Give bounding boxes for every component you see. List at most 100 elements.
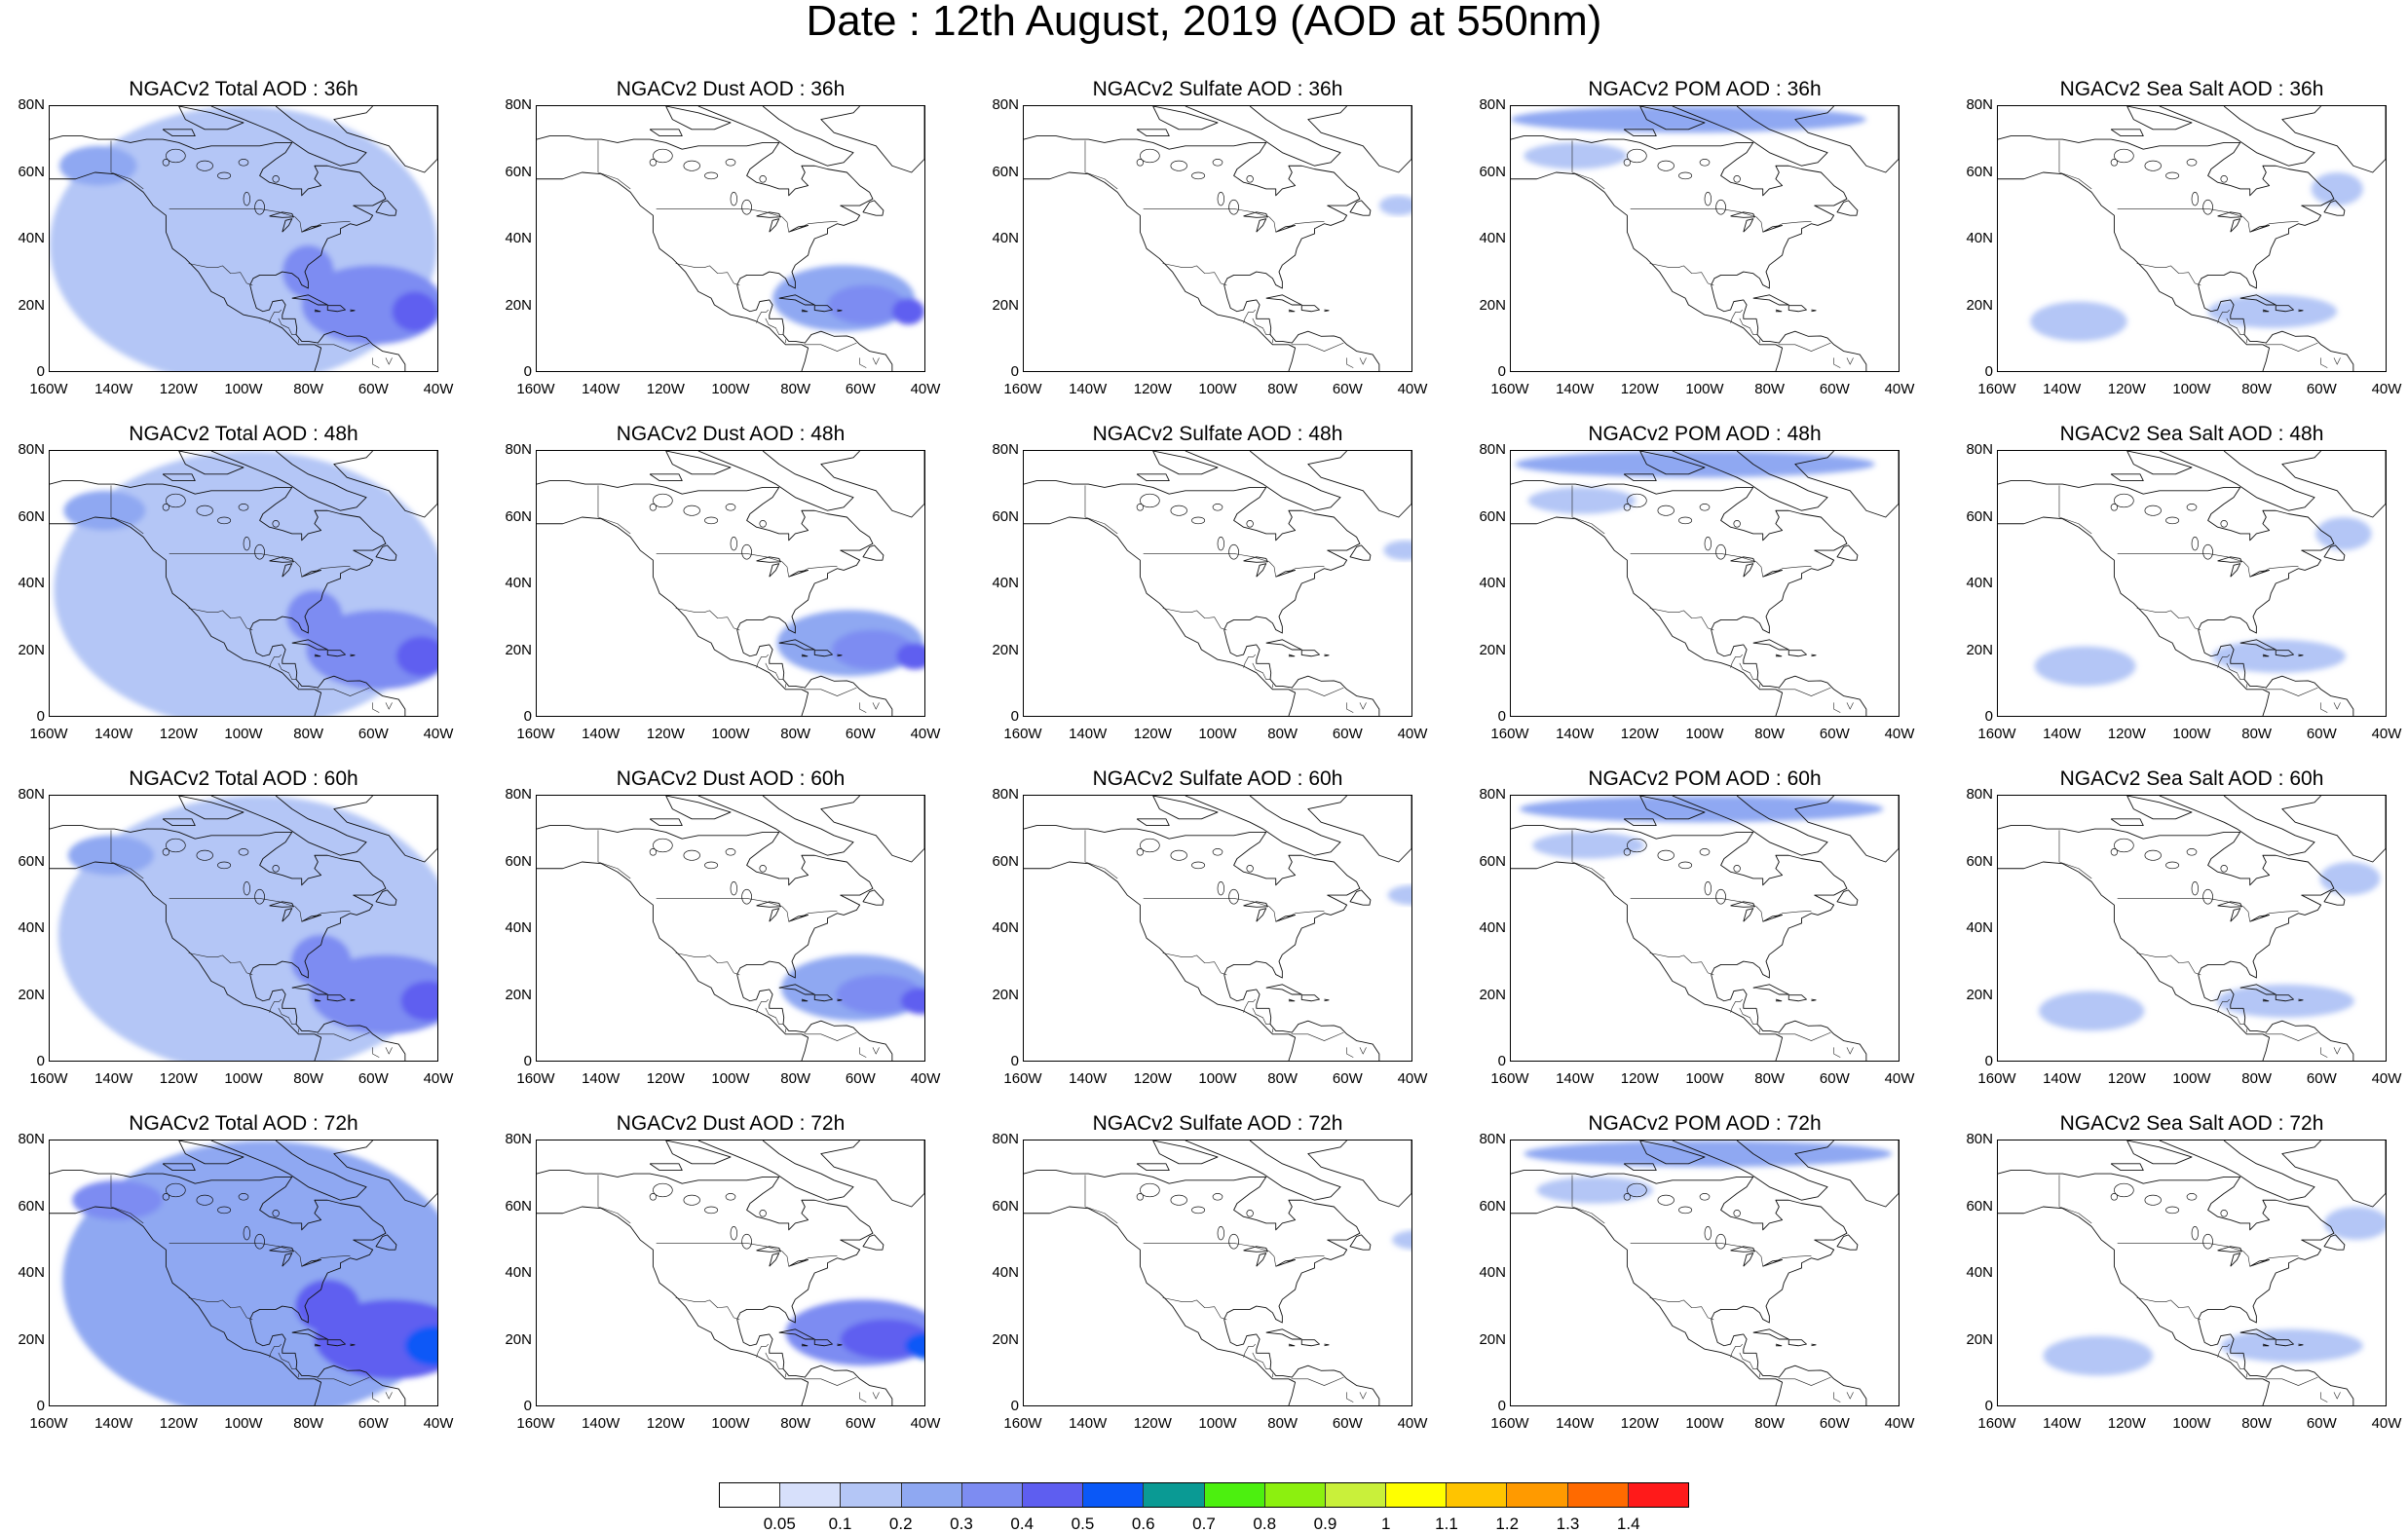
country-border bbox=[1631, 898, 1812, 921]
colorbar-label: 1.1 bbox=[1417, 1515, 1476, 1533]
x-tick-label: 60W bbox=[1805, 1071, 1863, 1087]
lake bbox=[1171, 505, 1187, 515]
lake bbox=[1705, 881, 1712, 895]
country-border bbox=[1085, 1175, 1117, 1223]
lake bbox=[1700, 159, 1710, 166]
lake bbox=[2192, 537, 2199, 550]
x-tick-label: 40W bbox=[2357, 727, 2408, 742]
colorbar-label: 1.2 bbox=[1478, 1515, 1536, 1533]
lake bbox=[1218, 192, 1224, 206]
lake bbox=[1191, 172, 1204, 179]
country-border bbox=[2118, 208, 2299, 232]
coastline bbox=[1753, 985, 1789, 994]
panel-title: NGACv2 Sulfate AOD : 72h bbox=[1023, 1112, 1412, 1136]
map-svg bbox=[1024, 451, 1411, 716]
coastline bbox=[770, 219, 779, 233]
country-border bbox=[873, 1392, 880, 1399]
y-tick-label: 40N bbox=[489, 231, 532, 246]
lake bbox=[2187, 504, 2197, 510]
country-border bbox=[2321, 357, 2328, 367]
panel-title: NGACv2 Dust AOD : 48h bbox=[536, 423, 925, 446]
colorbar-swatch bbox=[1629, 1483, 1688, 1507]
country-border bbox=[2321, 1047, 2328, 1057]
y-tick-label: 0 bbox=[2, 709, 45, 725]
country-border bbox=[2334, 1047, 2341, 1054]
coastline bbox=[650, 819, 682, 826]
lake bbox=[1624, 159, 1631, 166]
map-plot bbox=[1997, 1140, 2387, 1406]
country-border bbox=[2334, 702, 2341, 709]
x-tick-label: 60W bbox=[344, 1071, 402, 1087]
coastline bbox=[1712, 975, 1866, 1061]
coastline bbox=[821, 451, 924, 517]
x-tick-label: 100W bbox=[701, 1071, 760, 1087]
y-tick-label: 80N bbox=[1950, 97, 1993, 113]
x-tick-label: 160W bbox=[19, 1071, 78, 1087]
lake bbox=[1191, 862, 1204, 869]
coastline bbox=[1324, 999, 1329, 1001]
country-border bbox=[1144, 553, 1325, 577]
x-tick-label: 100W bbox=[1188, 1071, 1247, 1087]
y-tick-label: 40N bbox=[1463, 576, 1506, 591]
x-tick-label: 40W bbox=[896, 382, 955, 397]
country-border bbox=[386, 1392, 393, 1399]
y-tick-label: 20N bbox=[489, 643, 532, 658]
x-tick-label: 160W bbox=[994, 1416, 1052, 1432]
country-border bbox=[2266, 688, 2318, 695]
lake bbox=[684, 850, 700, 860]
x-tick-label: 80W bbox=[1254, 1416, 1312, 1432]
x-tick-label: 160W bbox=[994, 1071, 1052, 1087]
aod-plume bbox=[2324, 1207, 2386, 1240]
aod-plume bbox=[1388, 885, 1411, 905]
y-tick-label: 40N bbox=[1950, 920, 1993, 936]
coastline bbox=[1308, 451, 1411, 517]
map-svg bbox=[1998, 796, 2386, 1061]
y-tick-label: 60N bbox=[1950, 854, 1993, 870]
aod-plume bbox=[2208, 295, 2338, 328]
aod-plume bbox=[286, 590, 342, 643]
map-svg bbox=[50, 106, 437, 371]
coastline bbox=[1257, 219, 1266, 233]
aod-plume bbox=[2320, 862, 2381, 895]
lake bbox=[2187, 1193, 2197, 1200]
coastline bbox=[650, 474, 682, 481]
coastline bbox=[1185, 451, 1340, 510]
colorbar-label: 0.8 bbox=[1235, 1515, 1294, 1533]
lake bbox=[684, 505, 700, 515]
x-tick-label: 140W bbox=[2033, 1071, 2091, 1087]
lake bbox=[684, 1195, 700, 1205]
coastline bbox=[1998, 1171, 2334, 1323]
lake bbox=[2192, 881, 2199, 895]
lake bbox=[1658, 1195, 1674, 1205]
country-border bbox=[598, 485, 630, 534]
map-plot bbox=[1023, 450, 1412, 717]
lake bbox=[742, 200, 752, 214]
coastline bbox=[2231, 219, 2240, 233]
coastline bbox=[1998, 826, 2334, 978]
y-tick-label: 20N bbox=[1950, 643, 1993, 658]
country-border bbox=[1779, 1377, 1831, 1385]
aod-plume bbox=[828, 285, 906, 325]
coastline bbox=[1024, 826, 1360, 978]
coastline bbox=[1024, 481, 1360, 633]
country-border bbox=[1834, 1392, 1841, 1402]
country-border bbox=[1163, 953, 1227, 975]
y-tick-label: 60N bbox=[2, 165, 45, 180]
x-tick-label: 80W bbox=[1741, 727, 1799, 742]
x-tick-label: 60W bbox=[1805, 727, 1863, 742]
country-border bbox=[860, 1392, 867, 1402]
country-border bbox=[2266, 343, 2318, 351]
x-tick-label: 80W bbox=[767, 727, 825, 742]
country-border bbox=[1292, 343, 1344, 351]
coastline bbox=[1324, 654, 1329, 656]
coastline bbox=[821, 796, 924, 862]
y-tick-label: 80N bbox=[2, 442, 45, 458]
x-tick-label: 100W bbox=[214, 727, 273, 742]
coastline bbox=[1511, 517, 1783, 716]
x-tick-label: 120W bbox=[2097, 382, 2156, 397]
x-tick-label: 120W bbox=[636, 382, 695, 397]
x-tick-label: 120W bbox=[1123, 382, 1182, 397]
